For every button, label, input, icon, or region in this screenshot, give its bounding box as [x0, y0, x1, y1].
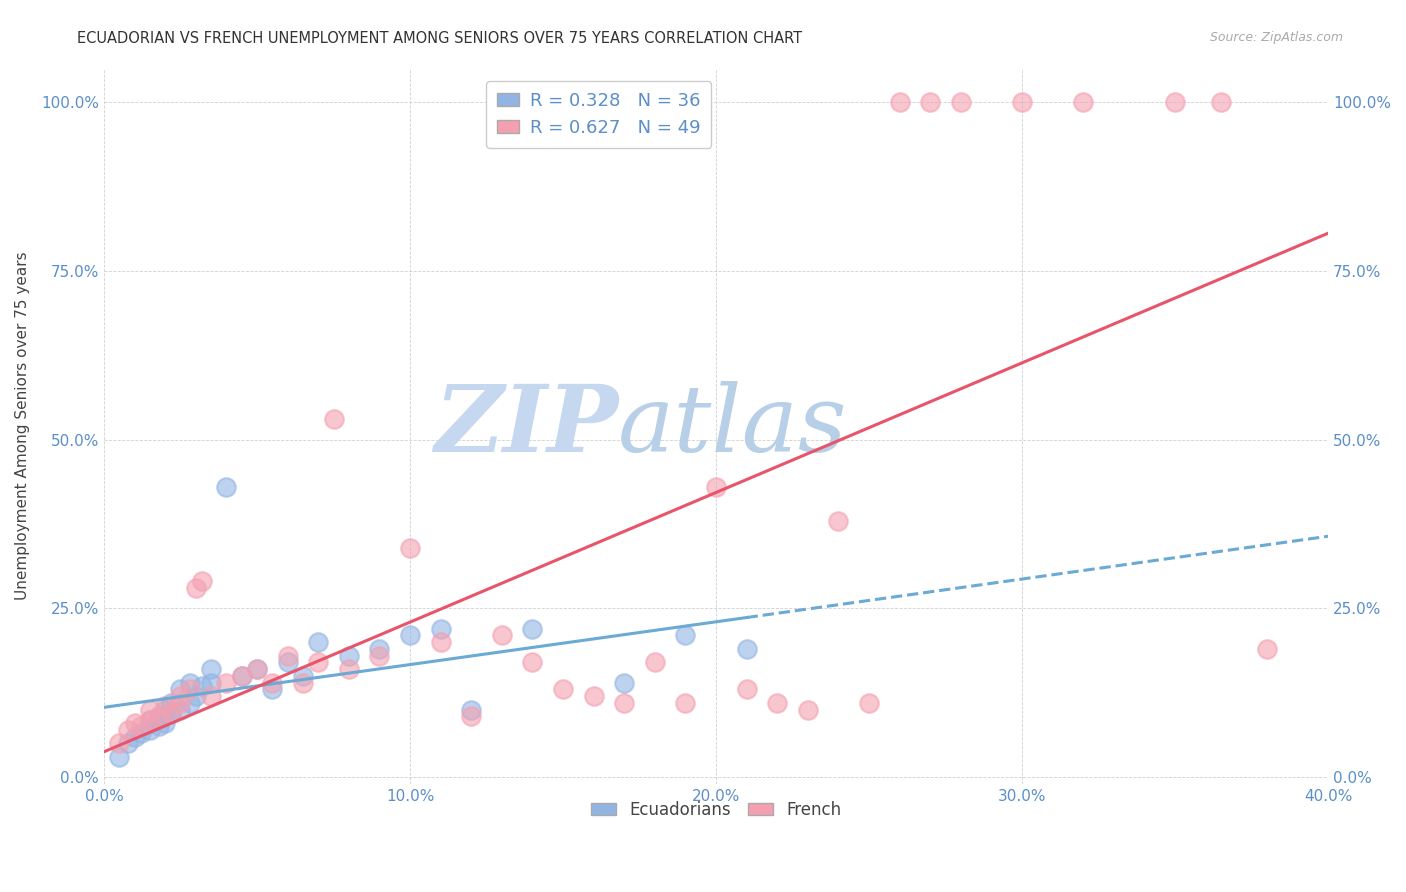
Point	[169, 682, 191, 697]
Point	[368, 648, 391, 663]
Point	[139, 723, 162, 737]
Point	[889, 95, 911, 110]
Point	[582, 689, 605, 703]
Point	[735, 641, 758, 656]
Point	[153, 699, 176, 714]
Point	[291, 669, 314, 683]
Point	[797, 702, 820, 716]
Point	[1011, 95, 1033, 110]
Point	[179, 675, 201, 690]
Point	[108, 749, 131, 764]
Point	[735, 682, 758, 697]
Point	[460, 702, 482, 716]
Point	[153, 702, 176, 716]
Point	[858, 696, 880, 710]
Point	[460, 709, 482, 723]
Point	[337, 648, 360, 663]
Point	[522, 622, 544, 636]
Point	[704, 480, 727, 494]
Point	[200, 675, 222, 690]
Point	[399, 628, 422, 642]
Point	[1164, 95, 1187, 110]
Point	[117, 736, 139, 750]
Point	[522, 655, 544, 669]
Point	[1071, 95, 1094, 110]
Point	[160, 706, 183, 720]
Point	[139, 713, 162, 727]
Point	[920, 95, 942, 110]
Point	[169, 696, 191, 710]
Point	[949, 95, 972, 110]
Y-axis label: Unemployment Among Seniors over 75 years: Unemployment Among Seniors over 75 years	[15, 252, 30, 600]
Point	[231, 669, 253, 683]
Point	[231, 669, 253, 683]
Point	[148, 709, 170, 723]
Point	[139, 702, 162, 716]
Point	[191, 679, 214, 693]
Point	[322, 412, 344, 426]
Point	[200, 689, 222, 703]
Point	[169, 689, 191, 703]
Point	[368, 641, 391, 656]
Point	[200, 662, 222, 676]
Point	[124, 730, 146, 744]
Text: ZIP: ZIP	[434, 381, 619, 471]
Point	[277, 648, 299, 663]
Point	[160, 696, 183, 710]
Point	[179, 682, 201, 697]
Point	[246, 662, 269, 676]
Point	[277, 655, 299, 669]
Point	[644, 655, 666, 669]
Point	[179, 696, 201, 710]
Point	[827, 514, 849, 528]
Point	[262, 675, 284, 690]
Point	[191, 574, 214, 589]
Point	[613, 696, 636, 710]
Point	[337, 662, 360, 676]
Point	[551, 682, 574, 697]
Point	[675, 628, 697, 642]
Point	[429, 622, 451, 636]
Point	[613, 675, 636, 690]
Point	[399, 541, 422, 555]
Point	[148, 709, 170, 723]
Point	[124, 716, 146, 731]
Text: ECUADORIAN VS FRENCH UNEMPLOYMENT AMONG SENIORS OVER 75 YEARS CORRELATION CHART: ECUADORIAN VS FRENCH UNEMPLOYMENT AMONG …	[77, 31, 803, 46]
Point	[184, 689, 207, 703]
Point	[169, 702, 191, 716]
Point	[1209, 95, 1232, 110]
Point	[246, 662, 269, 676]
Point	[307, 635, 329, 649]
Point	[675, 696, 697, 710]
Point	[108, 736, 131, 750]
Point	[1256, 641, 1278, 656]
Point	[766, 696, 789, 710]
Point	[148, 719, 170, 733]
Point	[491, 628, 513, 642]
Text: atlas: atlas	[619, 381, 848, 471]
Point	[429, 635, 451, 649]
Point	[215, 675, 238, 690]
Point	[139, 713, 162, 727]
Legend: Ecuadorians, French: Ecuadorians, French	[585, 794, 848, 825]
Text: Source: ZipAtlas.com: Source: ZipAtlas.com	[1209, 31, 1343, 45]
Point	[129, 726, 152, 740]
Point	[215, 480, 238, 494]
Point	[291, 675, 314, 690]
Point	[117, 723, 139, 737]
Point	[160, 706, 183, 720]
Point	[262, 682, 284, 697]
Point	[307, 655, 329, 669]
Point	[184, 581, 207, 595]
Point	[129, 719, 152, 733]
Point	[153, 716, 176, 731]
